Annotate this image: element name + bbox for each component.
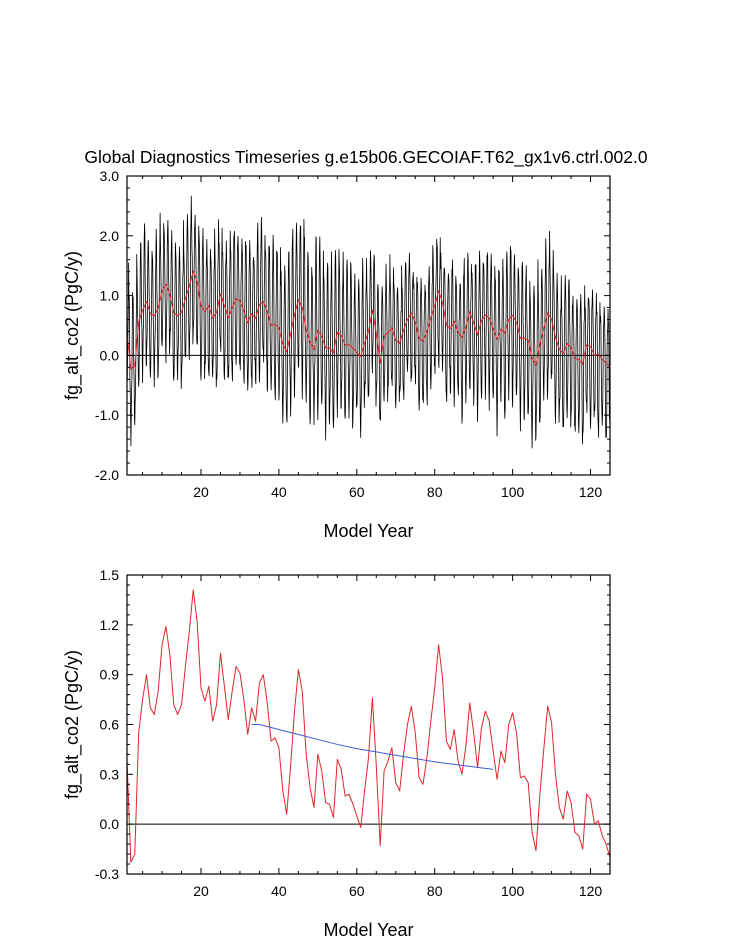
chart-panel-annual: 20 40 60 80 100 120 -0.3 0.0 0.3 0.6 0.9 1.2 1.5 Mode… — [62, 567, 611, 940]
plot-area — [127, 589, 610, 863]
x-tick-label: 80 — [427, 883, 443, 899]
x-axis-label: Model Year — [323, 920, 413, 940]
x-axis-label: Model Year — [323, 521, 413, 541]
y-tick-label: 3.0 — [100, 168, 120, 184]
x-tick-label: 40 — [271, 484, 287, 500]
x-tick-label: 60 — [349, 883, 365, 899]
y-tick-label: 1.2 — [100, 617, 120, 633]
y-tick-label: 0.6 — [100, 717, 120, 733]
x-tick-label: 40 — [271, 883, 287, 899]
y-tick-label: -2.0 — [95, 467, 119, 483]
y-tick-label: -1.0 — [95, 407, 119, 423]
y-tick-label: 0.0 — [100, 816, 120, 832]
figure-title: Global Diagnostics Timeseries g.e15b06.G… — [84, 147, 647, 168]
x-tick-label: 120 — [579, 484, 603, 500]
y-tick-label: 0.9 — [100, 667, 120, 683]
x-tick-label: 80 — [427, 484, 443, 500]
x-tick-label: 20 — [193, 883, 209, 899]
y-tick-label: 0.3 — [100, 766, 120, 782]
y-tick-label: 2.0 — [100, 228, 120, 244]
chart-panel-monthly: 20 40 60 80 100 120 -2.0 -1.0 0.0 1.0 2.0 3.0 Model … — [62, 168, 611, 541]
y-axis-label: fg_alt_co2 (PgC/y) — [62, 251, 83, 400]
plot-frame — [126, 175, 611, 476]
series-line-trend — [251, 724, 494, 770]
y-tick-label: 1.5 — [100, 567, 120, 583]
x-tick-label: 60 — [349, 484, 365, 500]
series-line-annual-mean — [127, 589, 610, 863]
series-line-annual-mean — [127, 270, 610, 370]
y-tick-label: 1.0 — [100, 288, 120, 304]
x-tick-label: 100 — [501, 883, 525, 899]
y-axis-label: fg_alt_co2 (PgC/y) — [62, 650, 83, 799]
plot-area — [127, 195, 610, 449]
y-tick-label: 0.0 — [100, 347, 120, 363]
x-tick-label: 120 — [579, 883, 603, 899]
y-tick-label: -0.3 — [95, 866, 119, 882]
series-line-monthly — [127, 195, 610, 449]
x-tick-label: 100 — [501, 484, 525, 500]
x-tick-label: 20 — [193, 484, 209, 500]
